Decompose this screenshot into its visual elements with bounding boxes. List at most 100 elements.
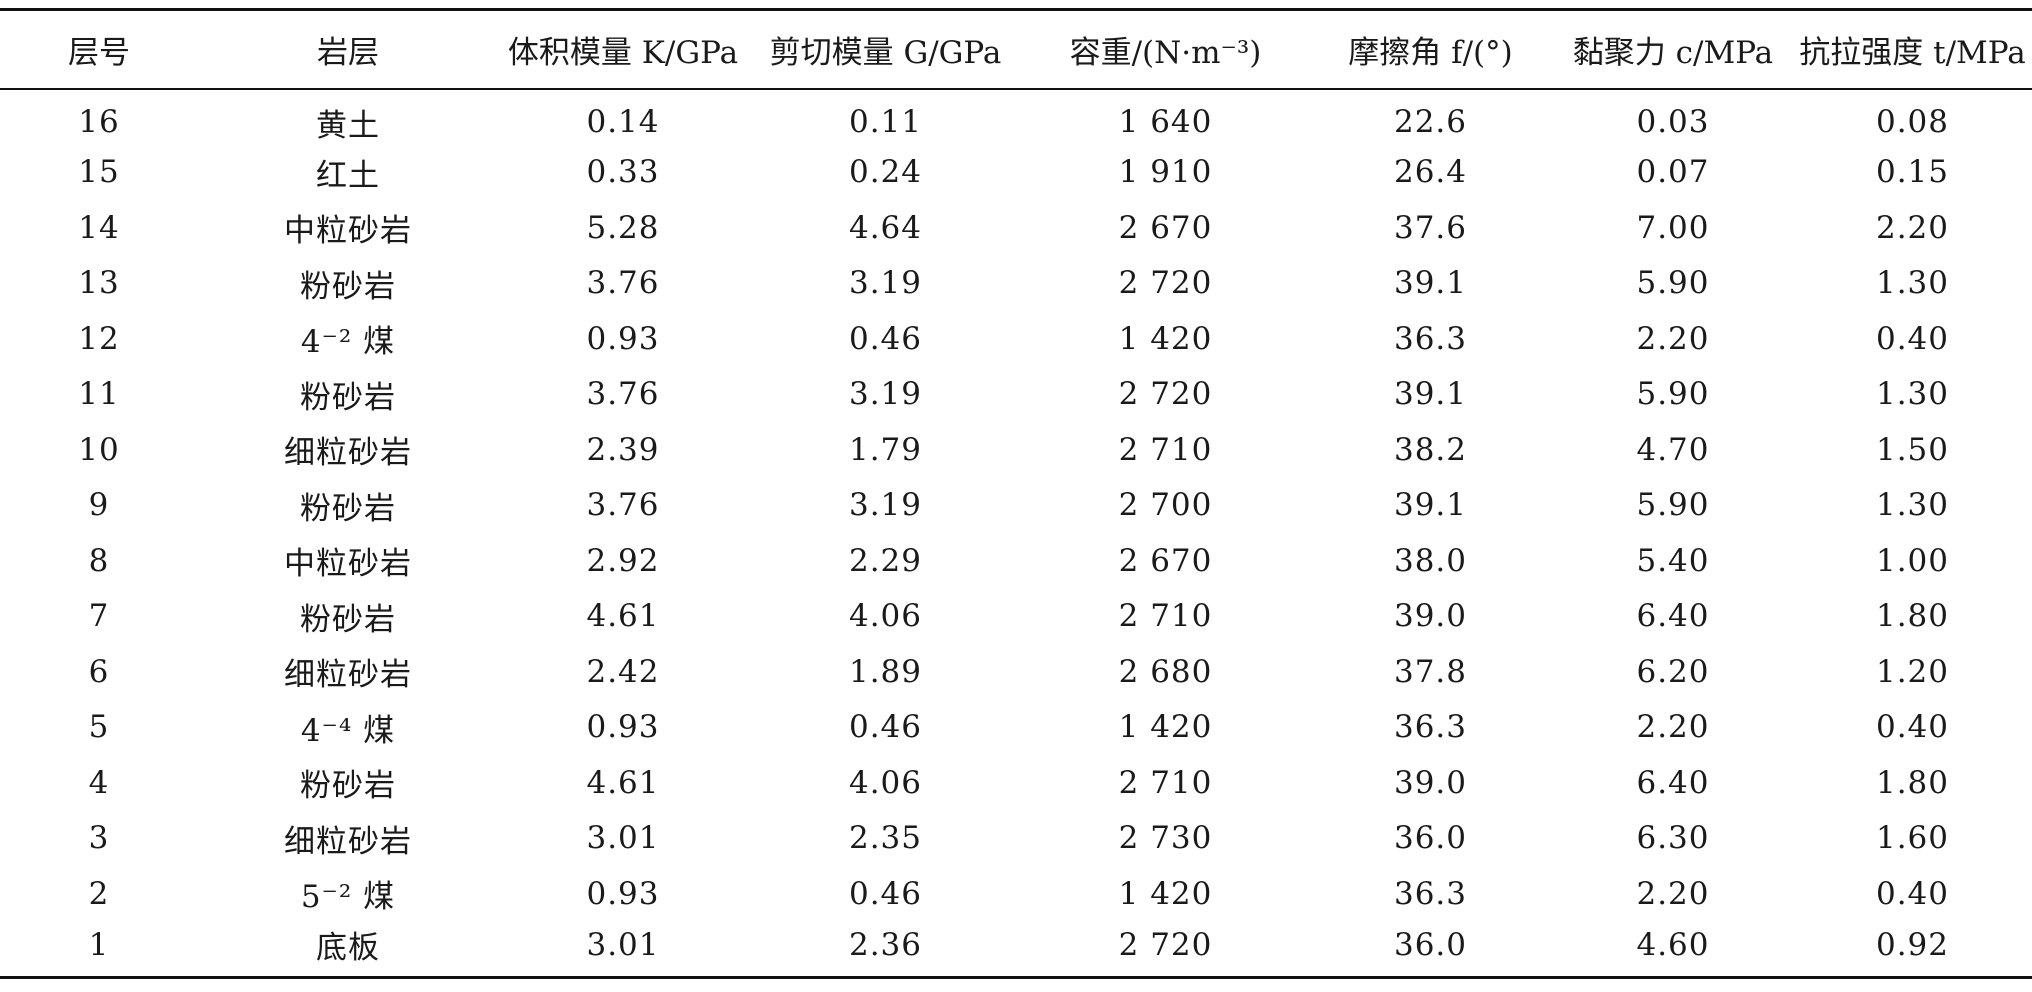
cell-shear-modulus: 2.36 — [748, 921, 1023, 979]
cell-bulk-modulus: 0.93 — [586, 320, 660, 357]
cell-bulk-modulus: 2.39 — [586, 431, 660, 468]
cell-friction-angle: 39.0 — [1393, 598, 1468, 635]
cell-bulk-modulus: 5.28 — [586, 209, 660, 246]
cell-tensile-strength: 0.15 — [1875, 154, 1950, 191]
cell-unit-weight: 2 720 — [1118, 265, 1213, 302]
cell-rock-stratum: 粉砂岩 — [300, 268, 396, 305]
cell-friction-angle: 36.0 — [1393, 820, 1468, 857]
cell-rock-stratum: 底板 — [198, 921, 498, 979]
cell-layer-number: 12 — [78, 320, 120, 357]
cell-layer-number: 14 — [78, 209, 120, 246]
cell-friction-angle: 38.2 — [1393, 431, 1468, 468]
cell-friction-angle: 37.6 — [1393, 209, 1468, 246]
cell-layer-number: 1 — [0, 921, 198, 979]
cell-shear-modulus: 0.11 — [848, 104, 923, 140]
cell-unit-weight: 2 710 — [1118, 764, 1213, 801]
cell-rock-stratum: 粉砂岩 — [300, 379, 396, 416]
cell-rock-stratum: 5⁻² 煤 — [300, 879, 396, 916]
cell-rock-stratum: 4⁻² 煤 — [300, 324, 396, 361]
cell-shear-modulus: 4.64 — [848, 209, 923, 246]
cell-rock-stratum: 红土 — [316, 157, 380, 194]
table-row: 16 黄土 0.14 0.11 1 640 22.6 0.03 0.08 — [0, 89, 2032, 145]
cell-layer-number: 5 — [88, 709, 110, 746]
cell-layer-number: 3 — [88, 820, 110, 857]
cell-tensile-strength: 1.30 — [1875, 487, 1950, 524]
cell-cohesion: 6.30 — [1636, 820, 1710, 857]
table-row: 3 细粒砂岩 3.01 2.35 2 730 36.0 6.30 1.60 — [0, 811, 2032, 867]
cell-unit-weight: 2 670 — [1118, 542, 1213, 579]
cell-bulk-modulus: 3.01 — [586, 820, 660, 857]
cell-shear-modulus: 1.89 — [848, 653, 923, 690]
cell-tensile-strength: 0.40 — [1875, 875, 1950, 912]
cell-unit-weight: 1 420 — [1118, 875, 1213, 912]
cell-unit-weight: 2 680 — [1118, 653, 1213, 690]
header-rock-stratum: 岩层 — [198, 8, 498, 90]
cell-tensile-strength: 1.30 — [1875, 265, 1950, 302]
cell-rock-stratum: 黄土 — [316, 107, 380, 144]
table-row: 6 细粒砂岩 2.42 1.89 2 680 37.8 6.20 1.20 — [0, 644, 2032, 700]
cell-shear-modulus: 2.35 — [848, 820, 923, 857]
cell-unit-weight: 2 700 — [1118, 487, 1213, 524]
cell-cohesion: 5.90 — [1636, 487, 1710, 524]
cell-cohesion: 5.90 — [1636, 265, 1710, 302]
table-row: 4 粉砂岩 4.61 4.06 2 710 39.0 6.40 1.80 — [0, 755, 2032, 811]
table-row: 14 中粒砂岩 5.28 4.64 2 670 37.6 7.00 2.20 — [0, 200, 2032, 256]
header-unit-weight: 容重/(N·m⁻³) — [1023, 8, 1308, 90]
cell-cohesion: 6.20 — [1636, 653, 1710, 690]
cell-bulk-modulus: 2.42 — [586, 653, 660, 690]
table-row: 12 4⁻² 煤 0.93 0.46 1 420 36.3 2.20 0.40 — [0, 311, 2032, 367]
cell-friction-angle: 36.3 — [1393, 709, 1468, 746]
cell-bulk-modulus: 3.76 — [586, 265, 660, 302]
cell-tensile-strength: 0.40 — [1875, 320, 1950, 357]
cell-rock-stratum: 粉砂岩 — [300, 768, 396, 805]
table-header: 层号 岩层 体积模量 K/GPa 剪切模量 G/GPa 容重/(N·m⁻³) 摩… — [0, 8, 2032, 90]
cell-bulk-modulus: 4.61 — [586, 598, 660, 635]
cell-tensile-strength: 0.08 — [1875, 104, 1950, 140]
cell-cohesion: 6.40 — [1636, 598, 1710, 635]
cell-shear-modulus: 0.24 — [848, 154, 923, 191]
cell-cohesion: 5.40 — [1636, 542, 1710, 579]
cell-unit-weight: 1 640 — [1118, 104, 1213, 140]
cell-shear-modulus: 2.29 — [848, 542, 923, 579]
cell-rock-stratum: 中粒砂岩 — [284, 213, 412, 250]
cell-rock-stratum: 粉砂岩 — [300, 601, 396, 638]
cell-rock-stratum: 粉砂岩 — [300, 490, 396, 527]
cell-rock-stratum: 中粒砂岩 — [284, 546, 412, 583]
cell-unit-weight: 2 710 — [1118, 598, 1213, 635]
table-row: 9 粉砂岩 3.76 3.19 2 700 39.1 5.90 1.30 — [0, 478, 2032, 534]
header-friction-angle: 摩擦角 f/(°) — [1308, 8, 1553, 90]
table-row: 8 中粒砂岩 2.92 2.29 2 670 38.0 5.40 1.00 — [0, 533, 2032, 589]
table-row: 5 4⁻⁴ 煤 0.93 0.46 1 420 36.3 2.20 0.40 — [0, 700, 2032, 756]
cell-shear-modulus: 0.46 — [848, 709, 923, 746]
cell-tensile-strength: 1.00 — [1875, 542, 1950, 579]
cell-layer-number: 16 — [78, 104, 120, 140]
cell-tensile-strength: 1.50 — [1875, 431, 1950, 468]
cell-layer-number: 10 — [78, 431, 120, 468]
cell-tensile-strength: 2.20 — [1875, 209, 1950, 246]
cell-layer-number: 2 — [88, 875, 110, 912]
cell-shear-modulus: 3.19 — [848, 487, 923, 524]
cell-bulk-modulus: 0.93 — [586, 709, 660, 746]
cell-friction-angle: 39.1 — [1393, 265, 1468, 302]
rock-parameters-table: 层号 岩层 体积模量 K/GPa 剪切模量 G/GPa 容重/(N·m⁻³) 摩… — [0, 8, 2032, 979]
table-body: 16 黄土 0.14 0.11 1 640 22.6 0.03 0.08 15 红土 0.33 0.2… — [0, 89, 2032, 979]
cell-tensile-strength: 1.20 — [1875, 653, 1950, 690]
header-bulk-modulus: 体积模量 K/GPa — [498, 8, 748, 90]
cell-cohesion: 5.90 — [1636, 376, 1710, 413]
table-row: 15 红土 0.33 0.24 1 910 26.4 0.07 0.15 — [0, 145, 2032, 201]
cell-rock-stratum: 细粒砂岩 — [284, 823, 412, 860]
cell-bulk-modulus: 4.61 — [586, 764, 660, 801]
cell-friction-angle: 39.1 — [1393, 487, 1468, 524]
table-row: 2 5⁻² 煤 0.93 0.46 1 420 36.3 2.20 0.40 — [0, 866, 2032, 922]
cell-tensile-strength: 0.40 — [1875, 709, 1950, 746]
cell-friction-angle: 26.4 — [1393, 154, 1468, 191]
header-shear-modulus: 剪切模量 G/GPa — [748, 8, 1023, 90]
cell-cohesion: 7.00 — [1636, 209, 1710, 246]
cell-friction-angle: 36.3 — [1393, 320, 1468, 357]
cell-cohesion: 2.20 — [1636, 320, 1710, 357]
cell-bulk-modulus: 0.93 — [586, 875, 660, 912]
cell-layer-number: 6 — [88, 653, 110, 690]
cell-layer-number: 13 — [78, 265, 120, 302]
cell-bulk-modulus: 3.01 — [498, 921, 748, 979]
table-row: 10 细粒砂岩 2.39 1.79 2 710 38.2 4.70 1.50 — [0, 422, 2032, 478]
